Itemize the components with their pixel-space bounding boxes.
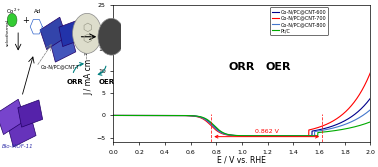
Y-axis label: J / mA cm⁻²: J / mA cm⁻²	[85, 52, 94, 95]
Text: Bio-MOF-11: Bio-MOF-11	[2, 144, 34, 149]
Pt/C	[361, 123, 365, 125]
Co-N/PC@CNT-700	[307, 135, 311, 137]
Co-N/PC@CNT-700	[314, 127, 318, 129]
Text: Co$^{2+}$: Co$^{2+}$	[6, 6, 21, 16]
Co-N/PC@CNT-600	[314, 129, 318, 131]
Text: solvothermal: solvothermal	[6, 19, 10, 46]
Circle shape	[73, 13, 102, 53]
Co-N/PC@CNT-700	[361, 87, 366, 89]
Co-N/PC@CNT-800	[124, 114, 129, 116]
Co-N/PC@CNT-800	[229, 134, 234, 136]
Line: Co-N/PC@CNT-800: Co-N/PC@CNT-800	[113, 110, 370, 136]
Pt/C	[111, 114, 116, 116]
Co-N/PC@CNT-800	[312, 135, 317, 137]
Co-N/PC@CNT-700	[229, 134, 234, 136]
Text: 0.862 V: 0.862 V	[255, 129, 279, 134]
Polygon shape	[8, 114, 36, 147]
Polygon shape	[18, 100, 43, 127]
Pt/C	[316, 135, 320, 137]
X-axis label: E / V vs. RHE: E / V vs. RHE	[217, 156, 266, 165]
Text: ORR: ORR	[67, 78, 84, 85]
Polygon shape	[50, 31, 76, 62]
Co-N/PC@CNT-700	[368, 71, 373, 73]
Pt/C	[124, 114, 129, 116]
Text: OER: OER	[265, 62, 291, 72]
Pt/C	[313, 135, 318, 137]
Co-N/PC@CNT-800	[361, 114, 366, 116]
Co-N/PC@CNT-800	[361, 114, 365, 116]
Co-N/PC@CNT-700	[236, 135, 241, 137]
Co-N/PC@CNT-600	[236, 135, 241, 137]
Text: ⬡
⬡: ⬡ ⬡	[82, 23, 92, 44]
Co-N/PC@CNT-600	[310, 135, 314, 137]
Co-N/PC@CNT-600	[361, 106, 365, 108]
Pt/C	[229, 134, 234, 136]
Pt/C	[236, 135, 241, 137]
Pt/C	[368, 121, 373, 123]
Line: Co-N/PC@CNT-600: Co-N/PC@CNT-600	[113, 98, 370, 136]
Co-N/PC@CNT-700	[361, 87, 365, 89]
FancyArrowPatch shape	[73, 63, 83, 72]
Line: Pt/C: Pt/C	[113, 115, 370, 136]
Polygon shape	[40, 17, 67, 50]
Co-N/PC@CNT-600	[368, 97, 373, 99]
Circle shape	[98, 18, 125, 55]
Text: OER: OER	[98, 78, 115, 85]
Line: Co-N/PC@CNT-700: Co-N/PC@CNT-700	[113, 72, 370, 136]
Pt/C	[361, 123, 366, 125]
Co-N/PC@CNT-800	[368, 109, 373, 111]
Co-N/PC@CNT-600	[111, 114, 116, 116]
Legend: Co-N/PC@CNT-600, Co-N/PC@CNT-700, Co-N/PC@CNT-800, Pt/C: Co-N/PC@CNT-600, Co-N/PC@CNT-700, Co-N/P…	[270, 8, 328, 35]
Co-N/PC@CNT-800	[314, 130, 318, 132]
Polygon shape	[0, 99, 25, 135]
Polygon shape	[59, 20, 81, 47]
Co-N/PC@CNT-700	[111, 114, 116, 116]
Co-N/PC@CNT-800	[111, 114, 116, 116]
Text: Ad: Ad	[34, 9, 41, 14]
Co-N/PC@CNT-800	[236, 135, 241, 137]
FancyArrowPatch shape	[98, 66, 106, 75]
Text: +: +	[22, 16, 29, 25]
Co-N/PC@CNT-600	[361, 106, 366, 108]
Co-N/PC@CNT-700	[124, 114, 129, 116]
Co-N/PC@CNT-600	[124, 114, 129, 116]
Circle shape	[7, 13, 17, 27]
Text: Co-N/PC@CNT-T: Co-N/PC@CNT-T	[41, 64, 80, 69]
Text: ORR: ORR	[229, 62, 255, 72]
Co-N/PC@CNT-600	[229, 134, 234, 136]
